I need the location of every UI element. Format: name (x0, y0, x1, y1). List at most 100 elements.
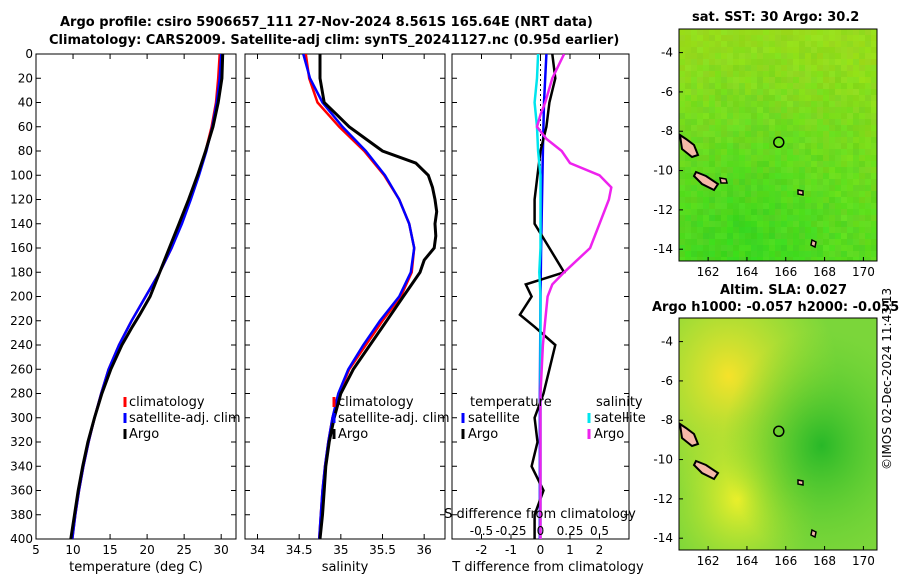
sst-pixel (799, 113, 805, 119)
sst-pixel (703, 131, 709, 137)
sst-pixel (739, 185, 745, 191)
sst-pixel (829, 197, 835, 203)
sst-pixel (763, 227, 769, 233)
sst-pixel (841, 179, 847, 185)
sst-pixel (697, 245, 703, 251)
sst-pixel (733, 65, 739, 71)
sst-pixel (727, 221, 733, 227)
sst-pixel (859, 209, 865, 215)
sst-pixel (745, 155, 751, 161)
sst-pixel (715, 179, 721, 185)
sst-pixel (835, 95, 841, 101)
sst-pixel (739, 125, 745, 131)
sst-pixel (679, 251, 685, 257)
sst-pixel (865, 107, 871, 113)
sst-pixel (793, 209, 799, 215)
x-tick-label: -1 (505, 543, 517, 557)
sst-pixel (679, 203, 685, 209)
sst-pixel (685, 53, 691, 59)
sst-map-title: sat. SST: 30 Argo: 30.2 (692, 10, 860, 25)
sst-pixel (865, 143, 871, 149)
sst-pixel (781, 167, 787, 173)
sst-pixel (721, 41, 727, 47)
sst-pixel (847, 221, 853, 227)
sst-pixel (787, 107, 793, 113)
sst-pixel (817, 149, 823, 155)
sst-pixel (697, 29, 703, 35)
sst-pixel (745, 149, 751, 155)
sst-pixel (817, 257, 823, 261)
sst-pixel (691, 131, 697, 137)
x-tick-label: 30 (214, 543, 229, 557)
sst-pixel (841, 155, 847, 161)
sst-pixel (871, 53, 877, 59)
sst-pixel (829, 53, 835, 59)
sst-pixel (763, 47, 769, 53)
sst-pixel (685, 107, 691, 113)
sst-pixel (721, 137, 727, 143)
sst-pixel (709, 41, 715, 47)
sst-pixel (853, 215, 859, 221)
sst-pixel (775, 71, 781, 77)
sst-pixel (691, 203, 697, 209)
sst-pixel (757, 209, 763, 215)
sst-pixel (805, 221, 811, 227)
sst-pixel (715, 71, 721, 77)
sst-pixel (871, 197, 877, 203)
sst-pixel (871, 173, 877, 179)
sst-pixel (823, 209, 829, 215)
sst-pixel (775, 203, 781, 209)
sst-pixel (835, 233, 841, 239)
sst-pixel (727, 155, 733, 161)
sst-pixel (715, 185, 721, 191)
sst-pixel (709, 209, 715, 215)
sst-pixel (793, 29, 799, 35)
map-x-tick-label: 166 (774, 554, 797, 568)
sst-pixel (691, 65, 697, 71)
sst-pixel (847, 113, 853, 119)
sst-pixel (799, 41, 805, 47)
y-tick-label: 180 (10, 265, 33, 279)
sst-pixel (679, 119, 685, 125)
sst-pixel (799, 179, 805, 185)
sst-pixel (835, 245, 841, 251)
sst-pixel (751, 95, 757, 101)
sst-pixel (811, 221, 817, 227)
sst-pixel (757, 155, 763, 161)
sst-pixel (853, 143, 859, 149)
sst-pixel (811, 125, 817, 131)
sst-pixel (715, 35, 721, 41)
sst-pixel (685, 59, 691, 65)
sst-pixel (829, 125, 835, 131)
sst-pixel (739, 179, 745, 185)
sst-pixel (685, 161, 691, 167)
sst-pixel (787, 251, 793, 257)
sst-pixel (745, 209, 751, 215)
sst-pixel (835, 113, 841, 119)
map-x-tick-label: 170 (852, 554, 875, 568)
sst-pixel (715, 125, 721, 131)
sst-coastline (679, 133, 817, 249)
sst-pixel (859, 239, 865, 245)
sst-pixel (709, 137, 715, 143)
sst-pixel (787, 239, 793, 245)
sst-pixel (805, 41, 811, 47)
sst-pixel (847, 47, 853, 53)
y-tick-label: 380 (10, 508, 33, 522)
sst-pixel (829, 233, 835, 239)
sst-pixel (787, 161, 793, 167)
sst-pixel (835, 89, 841, 95)
sst-pixel (817, 215, 823, 221)
sst-pixel (775, 251, 781, 257)
sst-pixel (817, 29, 823, 35)
sst-pixel (799, 215, 805, 221)
sst-pixel (769, 29, 775, 35)
sst-pixel (709, 191, 715, 197)
sst-pixel (865, 83, 871, 89)
sst-pixel (685, 239, 691, 245)
sst-pixel (751, 221, 757, 227)
sst-pixel (793, 221, 799, 227)
sst-pixel (865, 29, 871, 35)
sst-pixel (709, 35, 715, 41)
sst-pixel (751, 101, 757, 107)
